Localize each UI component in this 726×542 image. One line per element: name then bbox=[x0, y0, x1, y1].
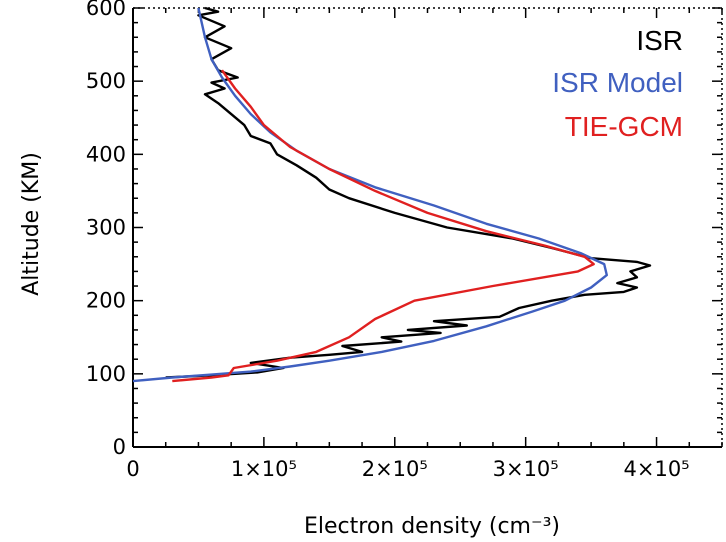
y-tick-label: 300 bbox=[86, 216, 126, 240]
x-axis: 0 1×10⁵ 2×10⁵ 3×10⁵ 4×10⁵ bbox=[126, 8, 723, 481]
y-tick-label: 600 bbox=[86, 0, 126, 20]
y-tick-label: 200 bbox=[86, 289, 126, 313]
y-tick-label: 100 bbox=[86, 362, 126, 386]
y-tick-label: 500 bbox=[86, 69, 126, 93]
series-line-tie-gcm bbox=[172, 69, 595, 383]
legend-entry-tie-gcm: TIE-GCM bbox=[565, 111, 683, 142]
y-tick-label: 400 bbox=[86, 142, 126, 166]
x-tick-label: 1×10⁵ bbox=[231, 457, 297, 481]
x-tick-label: 2×10⁵ bbox=[362, 457, 428, 481]
x-axis-title: Electron density (cm⁻³) bbox=[304, 514, 560, 539]
x-tick-label: 3×10⁵ bbox=[493, 457, 559, 481]
y-axis: 0 100 200 300 400 500 600 bbox=[86, 0, 722, 459]
y-axis-title: Altitude (KM) bbox=[19, 152, 44, 296]
series-layer bbox=[132, 6, 652, 383]
x-tick-label: 0 bbox=[126, 457, 139, 481]
legend-entry-isr-model: ISR Model bbox=[552, 67, 683, 98]
legend-entry-isr: ISR bbox=[636, 25, 683, 56]
series-line-isr-model bbox=[132, 7, 608, 383]
y-tick-label: 0 bbox=[113, 435, 126, 459]
series-line-isr bbox=[165, 6, 652, 379]
x-tick-label: 4×10⁵ bbox=[624, 457, 690, 481]
